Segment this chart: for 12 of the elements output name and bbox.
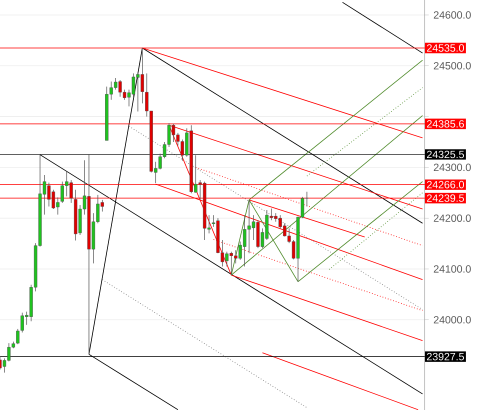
ref-line-label: 24385.6 xyxy=(427,120,464,128)
ref-line-label: 24239.5 xyxy=(427,194,464,202)
y-tick-label: 24600.0 xyxy=(434,11,471,19)
y-tick-label: 24500.0 xyxy=(434,62,471,70)
ref-line-label: 23927.5 xyxy=(427,352,464,360)
ref-line-label: 24325.5 xyxy=(427,150,464,158)
ref-line-label: 24535.0 xyxy=(427,44,464,52)
ref-line-label: 24266.0 xyxy=(427,180,464,188)
y-tick-label: 24200.0 xyxy=(434,214,471,222)
y-tick-label: 24100.0 xyxy=(434,265,471,273)
y-tick-label: 24300.0 xyxy=(434,164,471,172)
y-tick-label: 24000.0 xyxy=(434,316,471,324)
